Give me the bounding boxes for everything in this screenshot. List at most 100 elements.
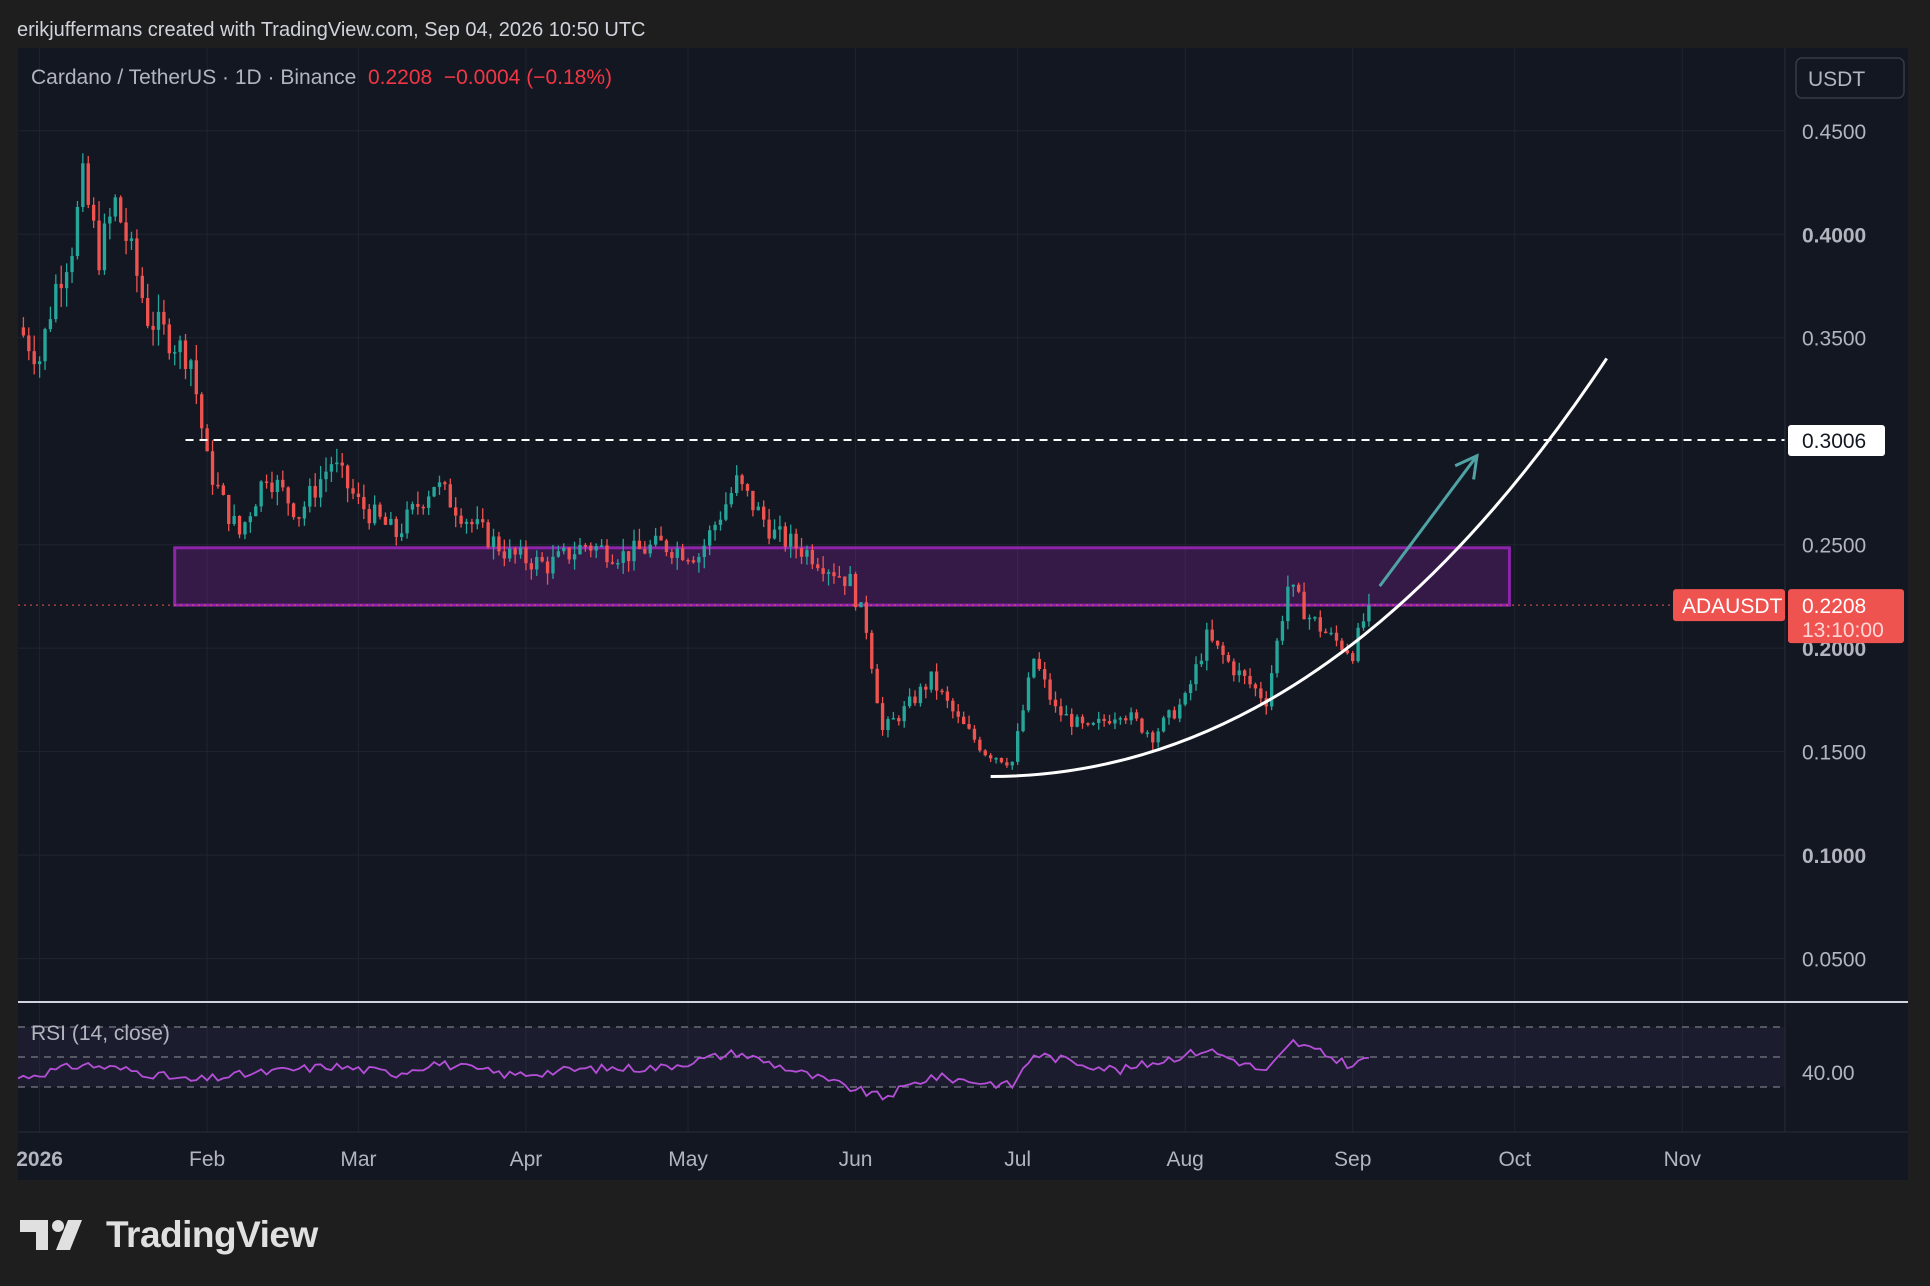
candle[interactable] bbox=[178, 335, 182, 370]
candle[interactable] bbox=[497, 531, 501, 556]
candle[interactable] bbox=[427, 490, 431, 516]
candle[interactable] bbox=[816, 557, 820, 572]
candle[interactable] bbox=[1091, 721, 1096, 726]
candle[interactable] bbox=[1140, 717, 1144, 734]
candle[interactable] bbox=[367, 504, 371, 530]
candle[interactable] bbox=[345, 464, 350, 503]
candle[interactable] bbox=[454, 497, 458, 528]
candle[interactable] bbox=[659, 526, 663, 541]
candle[interactable] bbox=[1080, 714, 1085, 729]
candle[interactable] bbox=[940, 688, 944, 695]
candle[interactable] bbox=[1275, 638, 1279, 678]
candle[interactable] bbox=[421, 504, 425, 515]
candles[interactable] bbox=[21, 153, 1371, 770]
candle[interactable] bbox=[826, 569, 831, 586]
candle[interactable] bbox=[702, 538, 706, 569]
currency-button[interactable]: USDT bbox=[1795, 57, 1905, 99]
candle[interactable] bbox=[286, 486, 290, 516]
candle[interactable] bbox=[86, 155, 90, 209]
candle[interactable] bbox=[221, 482, 226, 496]
candle[interactable] bbox=[724, 492, 728, 522]
candle[interactable] bbox=[978, 736, 982, 753]
candle[interactable] bbox=[540, 552, 544, 563]
candle[interactable] bbox=[621, 538, 625, 574]
candle[interactable] bbox=[875, 663, 879, 704]
candle[interactable] bbox=[956, 704, 960, 724]
candle[interactable] bbox=[416, 491, 420, 515]
candle[interactable] bbox=[762, 500, 766, 528]
candle[interactable] bbox=[1021, 704, 1025, 733]
candle[interactable] bbox=[994, 757, 998, 764]
candle[interactable] bbox=[1167, 709, 1171, 725]
candle[interactable] bbox=[32, 335, 36, 375]
candle[interactable] bbox=[870, 630, 874, 674]
candle[interactable] bbox=[1318, 610, 1322, 638]
candle[interactable] bbox=[443, 480, 447, 491]
candle[interactable] bbox=[102, 213, 107, 275]
candle[interactable] bbox=[610, 554, 615, 565]
candle[interactable] bbox=[745, 483, 750, 497]
candle[interactable] bbox=[821, 556, 825, 582]
candle[interactable] bbox=[248, 512, 253, 533]
candle[interactable] bbox=[572, 541, 577, 570]
candle[interactable] bbox=[1064, 705, 1068, 716]
candle[interactable] bbox=[1178, 698, 1182, 723]
candle[interactable] bbox=[1070, 708, 1074, 736]
candle[interactable] bbox=[1269, 665, 1274, 711]
candle[interactable] bbox=[1329, 627, 1333, 636]
candle[interactable] bbox=[697, 553, 701, 573]
candle[interactable] bbox=[264, 474, 269, 489]
candle[interactable] bbox=[648, 539, 652, 558]
candle[interactable] bbox=[718, 511, 723, 531]
candle[interactable] bbox=[837, 565, 842, 578]
candle[interactable] bbox=[1259, 681, 1263, 704]
candle[interactable] bbox=[1286, 575, 1290, 630]
candle[interactable] bbox=[599, 539, 604, 548]
candle[interactable] bbox=[173, 345, 177, 366]
candle[interactable] bbox=[1059, 698, 1063, 722]
candle[interactable] bbox=[616, 559, 620, 569]
candle[interactable] bbox=[1324, 628, 1328, 634]
candle[interactable] bbox=[1237, 662, 1241, 683]
candle[interactable] bbox=[1026, 672, 1031, 713]
candle[interactable] bbox=[778, 515, 782, 542]
candle[interactable] bbox=[524, 540, 528, 571]
symbol-legend[interactable]: Cardano / TetherUS · 1D · Binance 0.2208… bbox=[31, 66, 612, 90]
candle[interactable] bbox=[1188, 680, 1193, 701]
candle[interactable] bbox=[1053, 691, 1058, 713]
candle[interactable] bbox=[1156, 728, 1160, 748]
candle[interactable] bbox=[967, 715, 971, 730]
candle[interactable] bbox=[1161, 715, 1166, 733]
candle[interactable] bbox=[810, 544, 815, 570]
candle[interactable] bbox=[670, 548, 674, 565]
candle[interactable] bbox=[475, 506, 479, 530]
candle[interactable] bbox=[832, 563, 836, 584]
candle[interactable] bbox=[81, 153, 85, 212]
candle[interactable] bbox=[37, 356, 42, 378]
candle[interactable] bbox=[1172, 706, 1177, 720]
candle[interactable] bbox=[1361, 613, 1366, 631]
candle[interactable] bbox=[907, 688, 912, 709]
candle[interactable] bbox=[680, 543, 685, 562]
candle[interactable] bbox=[1356, 622, 1360, 663]
candle[interactable] bbox=[880, 696, 885, 736]
candle[interactable] bbox=[399, 523, 404, 541]
candle[interactable] bbox=[1048, 673, 1052, 705]
projection-arrow[interactable] bbox=[1378, 454, 1479, 587]
candle[interactable] bbox=[632, 529, 636, 571]
candle[interactable] bbox=[146, 283, 150, 329]
candle[interactable] bbox=[1113, 712, 1117, 730]
candle[interactable] bbox=[578, 538, 582, 555]
candle[interactable] bbox=[707, 525, 712, 556]
candle[interactable] bbox=[54, 274, 58, 323]
candle[interactable] bbox=[302, 501, 307, 526]
tradingview-logo[interactable]: TradingView bbox=[20, 1214, 318, 1256]
candle[interactable] bbox=[1215, 640, 1220, 650]
candle[interactable] bbox=[1307, 614, 1312, 630]
candle[interactable] bbox=[140, 267, 144, 304]
candle[interactable] bbox=[1010, 761, 1014, 770]
candle[interactable] bbox=[1248, 668, 1252, 689]
candle[interactable] bbox=[1102, 714, 1106, 727]
candle[interactable] bbox=[1032, 658, 1036, 679]
